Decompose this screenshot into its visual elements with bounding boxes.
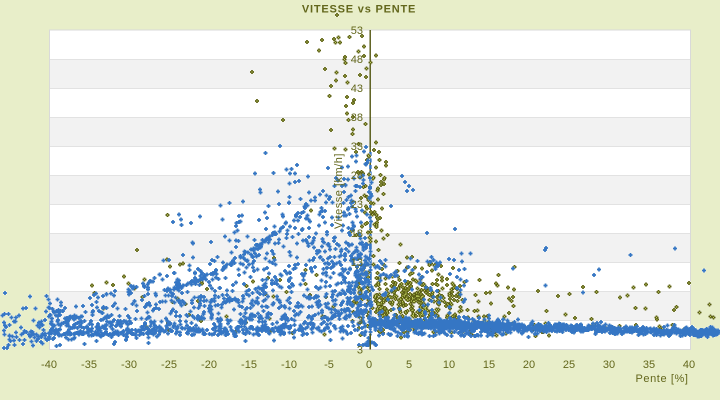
svg-text:0: 0 [366,359,372,371]
svg-text:Pente [%]: Pente [%] [635,373,688,385]
svg-text:28: 28 [351,170,363,182]
svg-text:10: 10 [443,359,455,371]
svg-text:25: 25 [563,359,575,371]
svg-text:18: 18 [351,228,363,240]
svg-text:-5: -5 [324,359,334,371]
svg-text:-15: -15 [241,359,257,371]
svg-text:-25: -25 [161,359,177,371]
svg-text:15: 15 [483,359,495,371]
svg-text:33: 33 [351,141,363,153]
svg-text:5: 5 [406,359,412,371]
svg-text:-40: -40 [41,359,57,371]
svg-text:-30: -30 [121,359,137,371]
svg-text:-35: -35 [81,359,97,371]
svg-text:3: 3 [357,315,363,327]
svg-text:23: 23 [351,199,363,211]
svg-text:Vitesse [km/h]: Vitesse [km/h] [333,153,345,229]
svg-text:3: 3 [357,344,363,356]
svg-text:-20: -20 [201,359,217,371]
svg-text:20: 20 [523,359,535,371]
svg-text:53: 53 [351,25,363,37]
svg-text:35: 35 [643,359,655,371]
svg-text:40: 40 [683,359,695,371]
svg-text:VITESSE vs PENTE: VITESSE vs PENTE [302,4,416,16]
svg-text:8: 8 [357,286,363,298]
svg-text:38: 38 [351,112,363,124]
svg-text:13: 13 [351,257,363,269]
svg-text:-10: -10 [281,359,297,371]
svg-text:48: 48 [351,54,363,66]
svg-text:30: 30 [603,359,615,371]
svg-text:43: 43 [351,83,363,95]
